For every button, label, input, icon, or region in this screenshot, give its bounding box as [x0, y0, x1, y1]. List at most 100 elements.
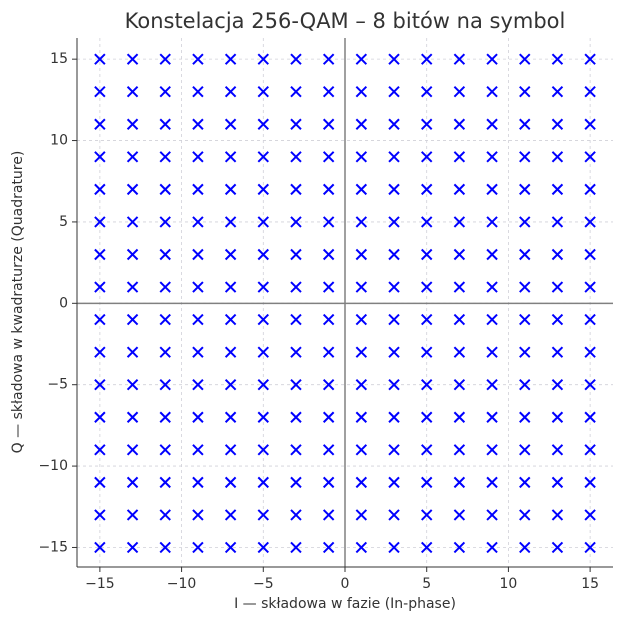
- marker: [388, 281, 400, 293]
- marker: [420, 281, 433, 293]
- y-axis-label: Q — składowa w kwadraturze (Quadrature): [10, 151, 26, 454]
- marker: [94, 281, 106, 293]
- marker: [355, 444, 368, 456]
- marker: [192, 378, 204, 391]
- marker: [551, 216, 564, 228]
- marker: [355, 53, 368, 65]
- marker: [453, 411, 466, 423]
- marker: [453, 476, 466, 489]
- marker: [519, 216, 531, 228]
- marker: [584, 378, 596, 391]
- marker: [159, 444, 171, 456]
- marker: [486, 151, 498, 163]
- marker: [126, 53, 139, 65]
- marker: [290, 216, 302, 228]
- x-tick-label: 0: [341, 576, 350, 592]
- marker: [420, 248, 433, 261]
- marker: [192, 248, 204, 261]
- marker: [551, 378, 564, 391]
- marker: [159, 411, 171, 423]
- marker: [584, 509, 596, 521]
- marker: [519, 151, 531, 163]
- marker: [355, 118, 368, 130]
- marker: [290, 509, 302, 521]
- marker: [192, 151, 204, 163]
- marker: [224, 378, 237, 391]
- marker: [257, 248, 270, 261]
- marker: [551, 541, 564, 554]
- marker: [420, 151, 433, 163]
- marker: [584, 411, 596, 423]
- y-tick-label: −5: [47, 377, 68, 393]
- marker: [257, 378, 270, 391]
- marker: [420, 216, 433, 228]
- marker: [584, 248, 596, 261]
- marker: [420, 509, 433, 521]
- marker: [126, 411, 139, 423]
- marker: [322, 118, 335, 130]
- marker: [159, 313, 171, 326]
- marker: [126, 541, 139, 554]
- marker: [453, 248, 466, 261]
- marker: [551, 183, 564, 196]
- marker: [584, 118, 596, 130]
- marker: [420, 118, 433, 130]
- marker: [322, 509, 335, 521]
- marker: [257, 281, 270, 293]
- marker: [126, 509, 139, 521]
- x-tick-label: −10: [167, 576, 197, 592]
- marker: [486, 216, 498, 228]
- marker: [388, 378, 400, 391]
- marker: [224, 53, 237, 65]
- marker: [453, 313, 466, 326]
- marker: [126, 346, 139, 358]
- marker: [159, 476, 171, 489]
- marker: [584, 444, 596, 456]
- marker: [388, 53, 400, 65]
- marker: [355, 346, 368, 358]
- marker: [584, 216, 596, 228]
- marker: [322, 444, 335, 456]
- marker: [322, 541, 335, 554]
- marker: [94, 411, 106, 423]
- marker: [322, 476, 335, 489]
- marker: [355, 151, 368, 163]
- marker: [94, 541, 106, 554]
- marker: [584, 346, 596, 358]
- marker: [519, 346, 531, 358]
- marker: [355, 248, 368, 261]
- marker: [257, 313, 270, 326]
- marker: [94, 346, 106, 358]
- marker: [388, 248, 400, 261]
- marker: [257, 183, 270, 196]
- x-tick-label: 10: [500, 576, 518, 592]
- marker: [159, 53, 171, 65]
- marker: [519, 541, 531, 554]
- marker: [322, 281, 335, 293]
- marker: [290, 151, 302, 163]
- marker: [290, 86, 302, 98]
- marker: [224, 411, 237, 423]
- marker: [159, 281, 171, 293]
- marker: [551, 411, 564, 423]
- marker: [290, 313, 302, 326]
- marker: [224, 281, 237, 293]
- marker: [322, 248, 335, 261]
- marker: [192, 183, 204, 196]
- marker: [388, 118, 400, 130]
- marker: [322, 86, 335, 98]
- marker: [257, 476, 270, 489]
- marker: [519, 118, 531, 130]
- marker: [388, 541, 400, 554]
- marker: [126, 378, 139, 391]
- marker: [290, 541, 302, 554]
- marker: [486, 183, 498, 196]
- marker: [355, 541, 368, 554]
- marker: [94, 444, 106, 456]
- marker: [126, 476, 139, 489]
- marker: [519, 378, 531, 391]
- marker: [192, 411, 204, 423]
- marker: [94, 313, 106, 326]
- marker: [519, 53, 531, 65]
- marker: [388, 444, 400, 456]
